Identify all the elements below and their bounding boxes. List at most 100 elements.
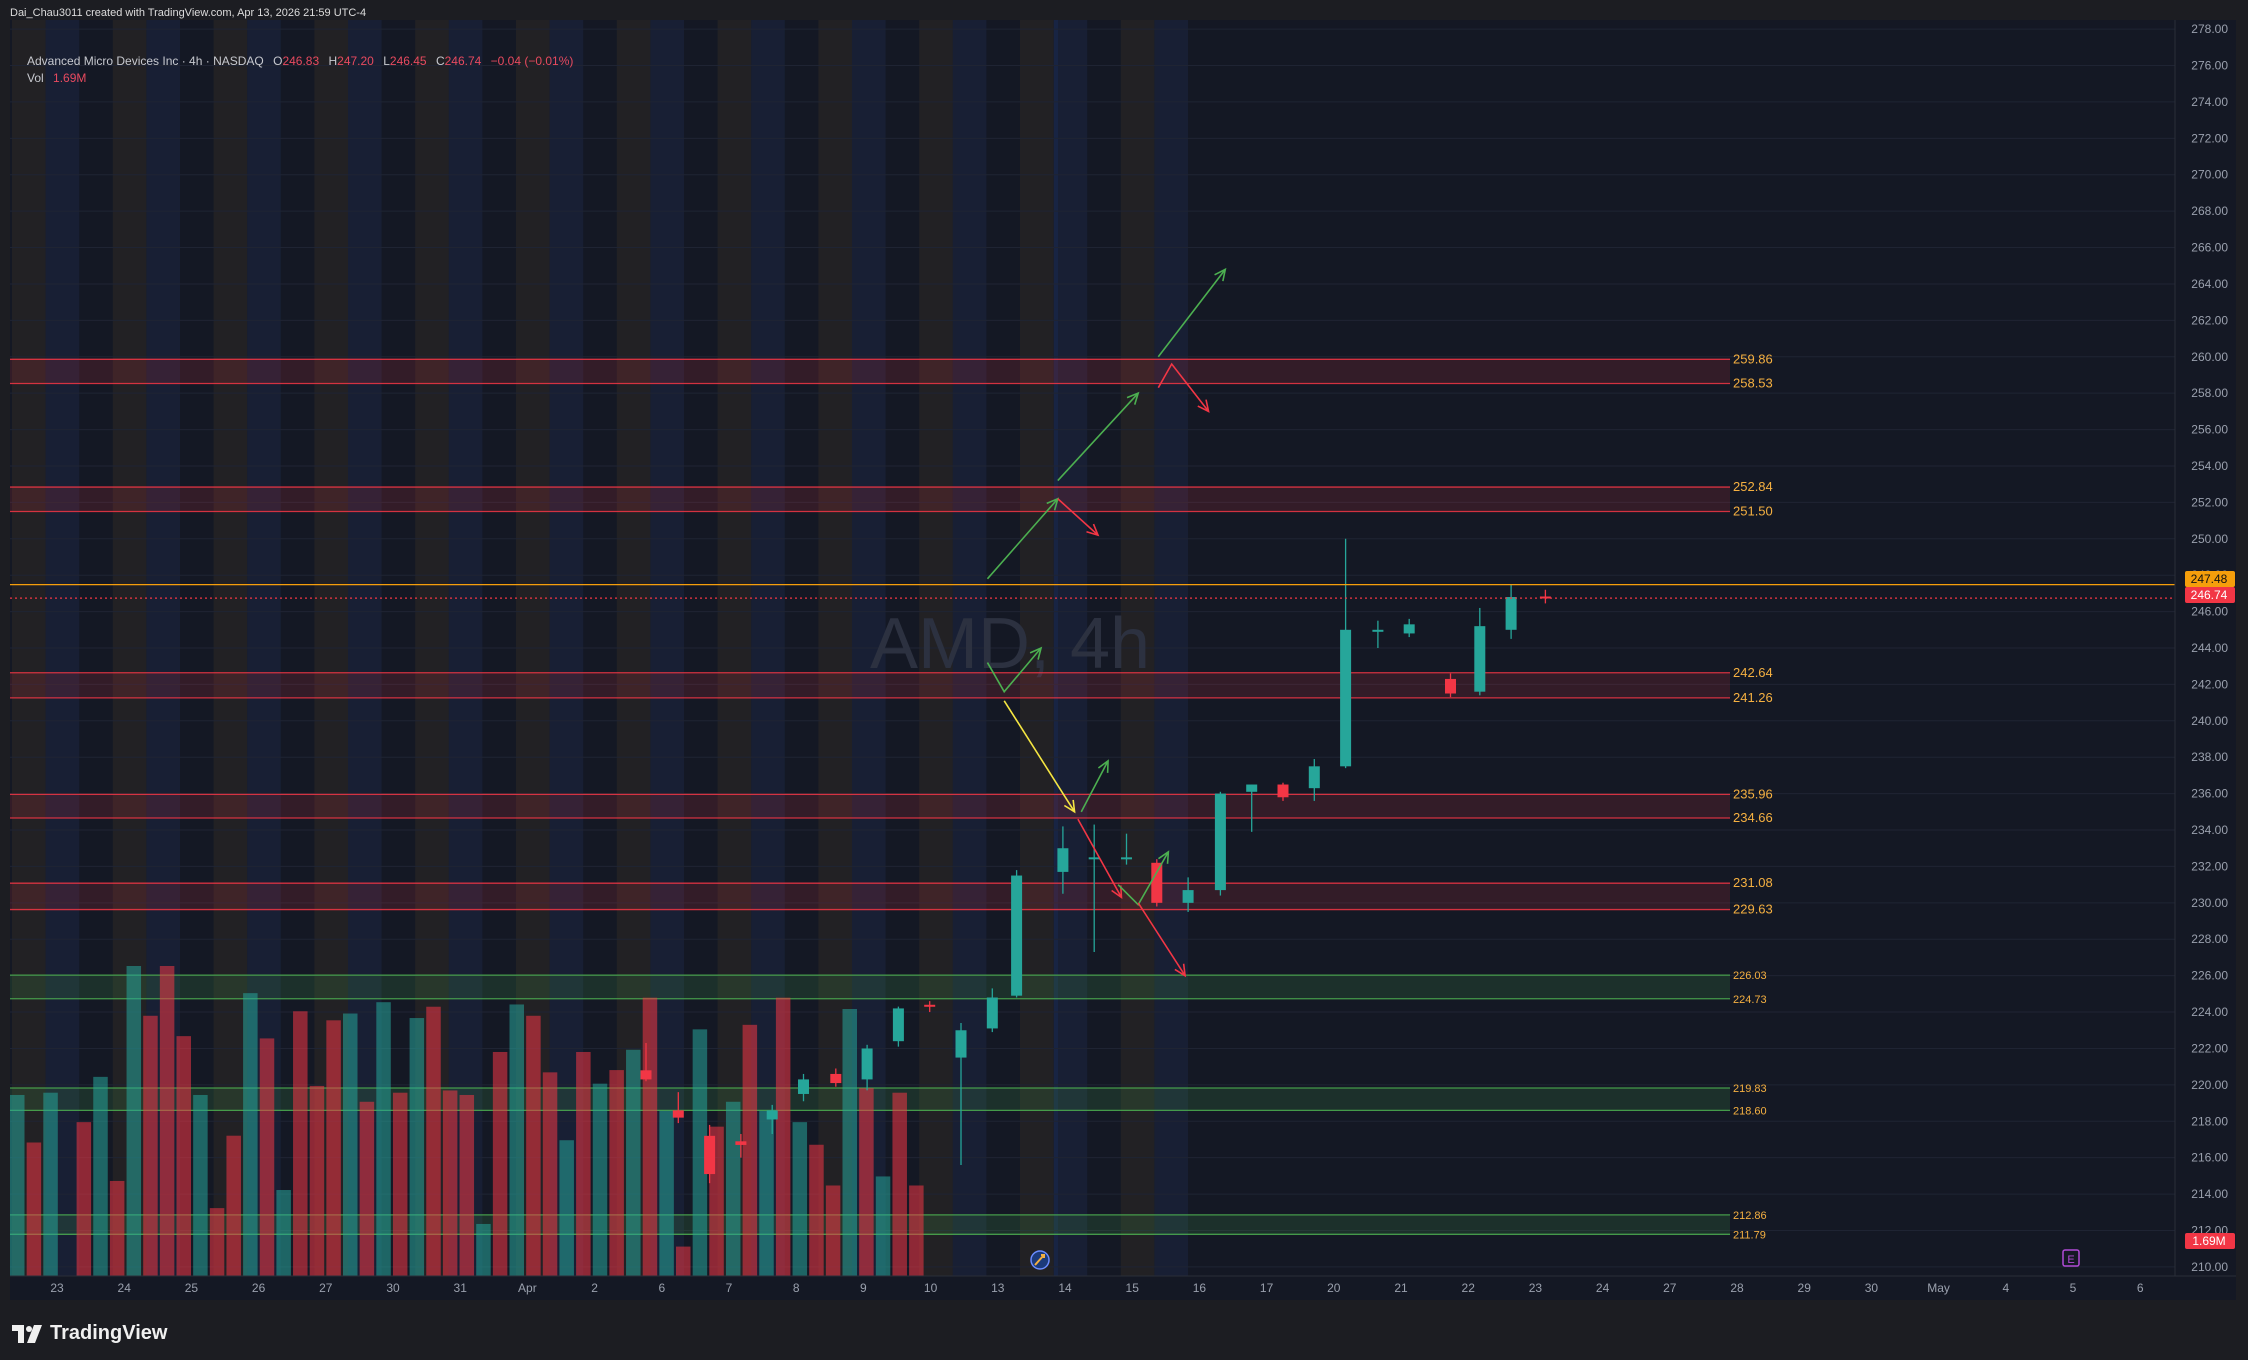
red-arrow <box>1157 362 1210 412</box>
green-arrow <box>1080 760 1109 813</box>
price-tick-label: 224.00 <box>2191 1005 2228 1019</box>
candle-up <box>766 1110 778 1120</box>
attribution-text: Dai_Chau3011 created with TradingView.co… <box>10 7 367 19</box>
candle-down <box>735 1141 747 1145</box>
volume-bar <box>176 1036 191 1276</box>
price-tick-label: 226.00 <box>2191 969 2228 983</box>
price-tick-label: 270.00 <box>2191 168 2228 182</box>
gridlines <box>10 28 2175 1268</box>
candle-up <box>1182 890 1194 903</box>
level-label: 259.86 <box>1733 351 1773 366</box>
candle-down <box>1445 678 1456 694</box>
volume-bar <box>226 1135 241 1276</box>
volume-bar <box>442 1090 458 1276</box>
volume-bar <box>642 997 658 1276</box>
volume-bar <box>326 1020 341 1276</box>
green-arrowhead <box>1158 850 1170 864</box>
axis-badges: 247.48 246.74 1.69M E <box>1030 571 2235 1270</box>
price-axis: 278.00 276.00 274.00 272.00 270.00 268.00 266.… <box>2174 20 2236 1300</box>
volume-bar <box>842 1008 857 1276</box>
red-zone <box>10 672 1730 698</box>
price-tick-label: 218.00 <box>2191 1114 2228 1128</box>
volume-bars <box>10 966 924 1276</box>
high-value: 247.20 <box>337 54 374 68</box>
red-arrowhead <box>1111 885 1123 899</box>
volume-bar <box>909 1185 924 1276</box>
volume-bar <box>193 1094 208 1276</box>
price-tick-label: 272.00 <box>2191 131 2228 145</box>
candle-up <box>1308 766 1320 789</box>
volume-bar <box>809 1144 824 1276</box>
time-tick-label: 16 <box>1193 1281 1207 1295</box>
price-tick-label: 210.00 <box>2191 1260 2228 1274</box>
level-label: 231.08 <box>1733 875 1773 890</box>
tradingview-logo[interactable]: TradingView <box>12 1322 167 1345</box>
level-label: 234.66 <box>1733 810 1773 825</box>
candle-up <box>955 1030 967 1058</box>
candle-down <box>704 1135 716 1175</box>
volume-bar <box>426 1006 441 1276</box>
earnings-marker[interactable]: E <box>2067 1254 2074 1266</box>
low-value: 246.45 <box>389 54 427 68</box>
time-tick-label: 13 <box>991 1281 1005 1295</box>
candle-down <box>672 1110 684 1118</box>
level-label: 226.03 <box>1733 970 1767 982</box>
volume-badge-bg <box>2185 1233 2235 1249</box>
time-tick-label: 6 <box>2137 1281 2144 1295</box>
price-tick-label: 222.00 <box>2191 1041 2228 1055</box>
chart-canvas[interactable]: AMD, 4h 259.86258.53252.84251.50242.6424… <box>10 20 2236 1300</box>
volume-bar <box>392 1092 408 1276</box>
chart-pane[interactable]: AMD, 4h 259.86 258.53 252.84 251.50 242.64 24… <box>10 20 2236 1300</box>
price-tick-label: 216.00 <box>2191 1151 2228 1165</box>
time-tick-label: 30 <box>386 1281 400 1295</box>
volume-bar <box>592 1083 608 1276</box>
volume-bar <box>26 1142 42 1276</box>
volume-bar <box>509 1004 524 1276</box>
price-badge-orange: 247.48 <box>2191 572 2228 586</box>
candle-up <box>1246 784 1258 792</box>
green-arrow <box>1157 268 1226 358</box>
open-value: 246.83 <box>282 54 320 68</box>
volume-bar <box>825 1185 841 1276</box>
level-label: 212.86 <box>1733 1210 1767 1222</box>
time-tick-label: 24 <box>1596 1281 1610 1295</box>
level-label: 252.84 <box>1733 479 1773 494</box>
candle-up <box>798 1079 809 1094</box>
candle-up <box>1011 875 1023 996</box>
volume-bar <box>209 1208 225 1276</box>
candle-down <box>1277 784 1289 798</box>
time-tick-label: 8 <box>793 1281 800 1295</box>
red-arrow <box>1077 818 1123 898</box>
price-tick-label: 232.00 <box>2191 859 2228 873</box>
red-zone <box>10 794 1730 819</box>
level-label: 218.60 <box>1733 1105 1767 1117</box>
volume-bar <box>343 1013 358 1276</box>
volume-bar <box>659 1110 674 1276</box>
volume-bar <box>109 1180 125 1276</box>
rocket-icon[interactable] <box>1030 1250 1050 1270</box>
attribution-bar: Dai_Chau3011 created with TradingView.co… <box>0 0 2248 26</box>
price-tick-label: 214.00 <box>2191 1187 2228 1201</box>
green-arrow <box>1057 392 1139 482</box>
time-tick-label: 15 <box>1126 1281 1140 1295</box>
green-arrowhead <box>1029 646 1043 660</box>
candle-down <box>1539 596 1551 599</box>
price-tick-label: 266.00 <box>2191 241 2228 255</box>
volume-label: Vol <box>27 71 44 85</box>
candle-up <box>1372 629 1384 632</box>
volume-bar <box>159 966 175 1276</box>
volume-bar <box>792 1122 808 1276</box>
time-tick-label: 20 <box>1327 1281 1341 1295</box>
red-arrow <box>1057 498 1099 536</box>
volume-bar <box>259 1038 275 1276</box>
volume-bar <box>576 1051 591 1276</box>
green-zone <box>10 975 1730 999</box>
price-tick-label: 256.00 <box>2191 423 2228 437</box>
volume-bar <box>126 966 142 1276</box>
red-arrowhead <box>1197 399 1210 413</box>
candle-up <box>861 1048 873 1080</box>
volume-row: Vol 1.69M <box>27 70 579 87</box>
volume-bar <box>542 1072 558 1276</box>
candle-up <box>1121 857 1132 860</box>
